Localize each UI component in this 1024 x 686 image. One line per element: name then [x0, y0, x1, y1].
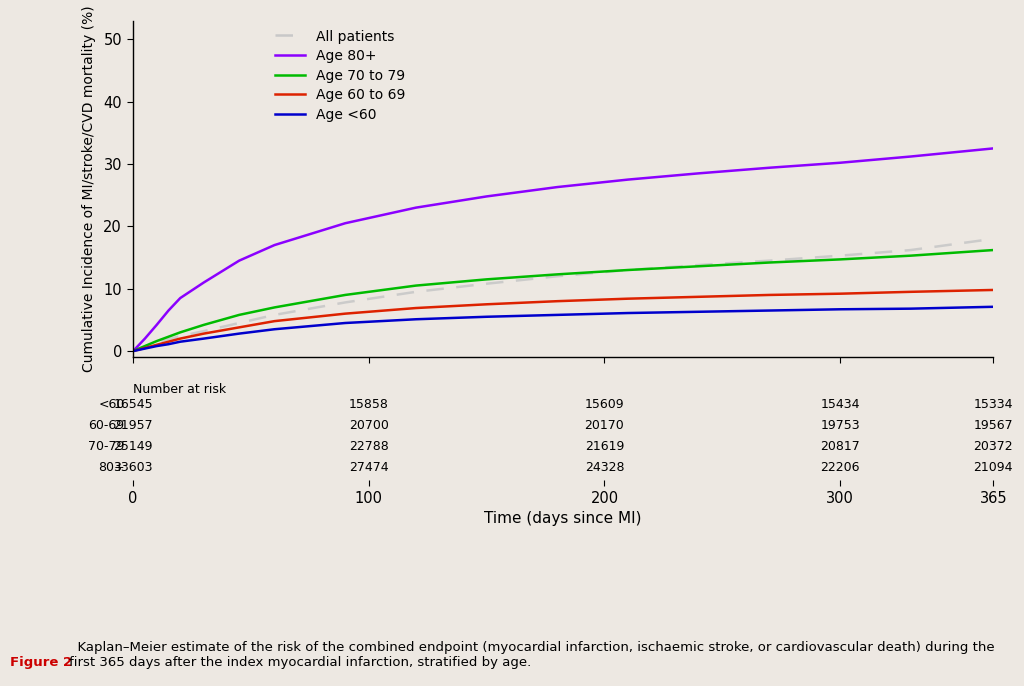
Text: 15858: 15858: [349, 398, 389, 411]
Text: 27474: 27474: [349, 461, 388, 474]
Text: 20817: 20817: [820, 440, 860, 453]
Text: 33603: 33603: [114, 461, 153, 474]
Text: 24328: 24328: [585, 461, 625, 474]
Text: 15334: 15334: [974, 398, 1013, 411]
Text: 19753: 19753: [820, 419, 860, 432]
Text: Kaplan–Meier estimate of the risk of the combined endpoint (myocardial infarctio: Kaplan–Meier estimate of the risk of the…: [69, 641, 994, 669]
Text: <60: <60: [98, 398, 125, 411]
Text: 22788: 22788: [349, 440, 389, 453]
Text: 60-69: 60-69: [88, 419, 125, 432]
Text: 20700: 20700: [349, 419, 389, 432]
Text: Figure 2: Figure 2: [10, 656, 73, 669]
Text: 70-79: 70-79: [88, 440, 125, 453]
Text: 16545: 16545: [114, 398, 153, 411]
Text: 22206: 22206: [820, 461, 860, 474]
Text: 80+: 80+: [98, 461, 125, 474]
Text: 20170: 20170: [585, 419, 625, 432]
Text: 21957: 21957: [114, 419, 153, 432]
Text: Number at risk: Number at risk: [133, 383, 226, 397]
Text: 20372: 20372: [974, 440, 1013, 453]
Text: 21619: 21619: [585, 440, 625, 453]
Text: 15609: 15609: [585, 398, 625, 411]
Y-axis label: Cumulative Incidence of MI/stroke/CVD mortality (%): Cumulative Incidence of MI/stroke/CVD mo…: [82, 5, 96, 372]
X-axis label: Time (days since MI): Time (days since MI): [484, 511, 642, 526]
Text: 25149: 25149: [114, 440, 153, 453]
Text: 21094: 21094: [974, 461, 1013, 474]
Text: 19567: 19567: [974, 419, 1013, 432]
Text: 15434: 15434: [820, 398, 860, 411]
Legend: All patients, Age 80+, Age 70 to 79, Age 60 to 69, Age <60: All patients, Age 80+, Age 70 to 79, Age…: [269, 24, 412, 128]
